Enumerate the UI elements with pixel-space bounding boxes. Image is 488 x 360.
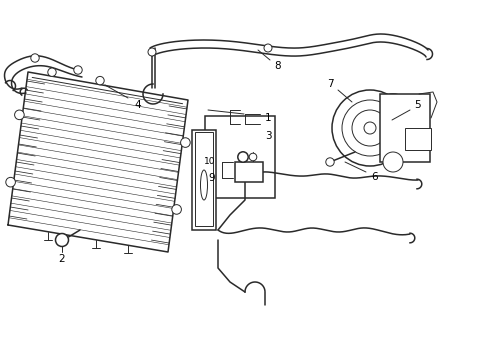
Circle shape	[264, 44, 271, 52]
Circle shape	[249, 153, 256, 161]
Circle shape	[325, 158, 333, 166]
Text: 9: 9	[208, 173, 215, 183]
Circle shape	[148, 48, 156, 56]
Text: 7: 7	[326, 79, 333, 89]
Ellipse shape	[200, 170, 207, 200]
Circle shape	[6, 177, 15, 187]
Circle shape	[96, 76, 104, 85]
Circle shape	[341, 100, 397, 156]
Bar	[204, 116, 274, 198]
Bar	[235, 162, 263, 182]
Text: 8: 8	[274, 61, 281, 71]
Circle shape	[237, 152, 248, 162]
Bar	[404, 128, 430, 150]
Circle shape	[48, 68, 56, 76]
Bar	[195, 132, 213, 226]
Circle shape	[363, 122, 375, 134]
Ellipse shape	[366, 94, 418, 162]
Bar	[379, 94, 429, 162]
Circle shape	[31, 54, 39, 62]
Circle shape	[55, 234, 68, 247]
Text: 3: 3	[264, 131, 271, 141]
Circle shape	[15, 110, 24, 120]
Circle shape	[171, 204, 181, 214]
Text: 10: 10	[204, 158, 215, 166]
Text: 4: 4	[134, 100, 141, 110]
Circle shape	[331, 90, 407, 166]
Text: 6: 6	[371, 172, 378, 182]
Circle shape	[74, 66, 82, 74]
Text: 2: 2	[59, 254, 65, 264]
Circle shape	[382, 152, 402, 172]
Text: 1: 1	[264, 113, 271, 123]
Bar	[192, 130, 216, 230]
Text: 5: 5	[414, 100, 421, 110]
Circle shape	[351, 110, 387, 146]
Circle shape	[180, 138, 190, 147]
